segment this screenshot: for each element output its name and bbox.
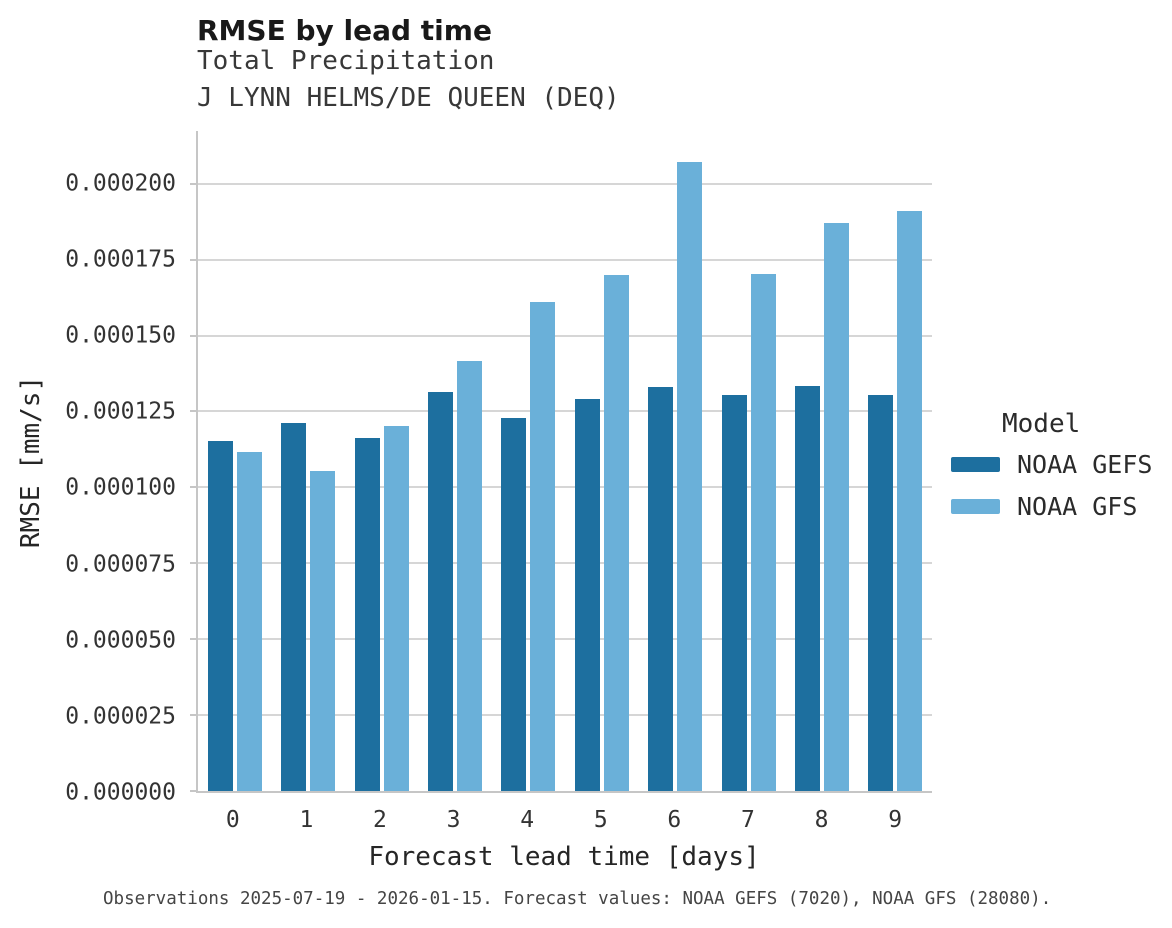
y-tick-label: 0.000000 (65, 779, 176, 806)
legend-item-noaa-gfs: NOAA GFS (951, 494, 1152, 519)
bar-noaa-gfs-day-7 (750, 273, 776, 791)
y-tick-label: 0.000150 (65, 322, 176, 349)
bar-group-day-4 (492, 131, 565, 791)
bar-noaa-gfs-day-4 (530, 301, 556, 791)
bar-noaa-gfs-day-2 (383, 425, 409, 791)
bar-group-day-3 (418, 131, 491, 791)
x-tick-label: 3 (446, 807, 461, 833)
bar-group-day-9 (859, 131, 932, 791)
y-tick-mark (190, 562, 196, 565)
bar-groups (198, 131, 932, 791)
legend-item-label: NOAA GEFS (1017, 449, 1153, 479)
x-tick-label: 9 (888, 807, 903, 833)
bar-noaa-gefs-day-2 (354, 437, 380, 791)
y-tick-mark (190, 638, 196, 641)
x-tick-label: 0 (225, 807, 240, 833)
legend-items: NOAA GEFS NOAA GFS (951, 452, 1152, 519)
x-axis-title: Forecast lead time [days] (368, 842, 760, 872)
y-tick-label: 0.000200 (65, 170, 176, 197)
y-tick-mark (190, 334, 196, 337)
gridline (198, 182, 932, 185)
bar-noaa-gfs-day-5 (603, 275, 629, 791)
y-tick-label: 0.000100 (65, 474, 176, 501)
bar-group-day-2 (345, 131, 418, 791)
y-tick-mark (190, 790, 196, 792)
bar-noaa-gfs-day-9 (897, 211, 923, 791)
bar-noaa-gefs-day-1 (281, 422, 307, 791)
bar-noaa-gfs-day-0 (236, 452, 262, 791)
bar-noaa-gefs-day-7 (721, 394, 747, 791)
bar-group-day-0 (198, 131, 271, 791)
legend-title: Model (1002, 409, 1081, 439)
bar-group-day-7 (712, 131, 785, 791)
y-tick-mark (190, 714, 196, 717)
bar-noaa-gfs-day-6 (677, 162, 703, 791)
x-tick-label: 1 (299, 807, 314, 833)
bar-noaa-gefs-day-3 (427, 391, 453, 791)
caption: Observations 2025-07-19 - 2026-01-15. Fo… (103, 889, 1052, 909)
y-tick-label: 0.000175 (65, 246, 176, 273)
x-tick-label: 5 (593, 807, 608, 833)
y-tick-label: 0.000125 (65, 398, 176, 425)
x-tick-label: 8 (814, 807, 829, 833)
bar-noaa-gfs-day-3 (456, 361, 482, 791)
gridlines (198, 131, 932, 791)
legend-item-noaa-gefs: NOAA GEFS (951, 452, 1152, 477)
legend: Model NOAA GEFS NOAA GFS (951, 410, 1152, 536)
chart-station-label: J LYNN HELMS/DE QUEEN (DEQ) (197, 83, 620, 113)
gridline (198, 486, 932, 489)
bar-group-day-1 (271, 131, 344, 791)
chart-title: RMSE by lead time (197, 14, 492, 47)
bar-group-day-8 (785, 131, 858, 791)
y-tick-mark (190, 486, 196, 489)
bar-noaa-gfs-day-1 (310, 470, 336, 791)
y-tick-mark (190, 410, 196, 413)
bar-group-day-6 (638, 131, 711, 791)
y-tick-mark (190, 182, 196, 185)
x-tick-label: 4 (520, 807, 535, 833)
bar-noaa-gefs-day-6 (648, 386, 674, 791)
x-tick-label: 6 (667, 807, 682, 833)
x-tick-label: 7 (741, 807, 755, 833)
bar-noaa-gefs-day-0 (207, 441, 233, 791)
gridline (198, 410, 932, 413)
bar-noaa-gefs-day-9 (868, 395, 894, 791)
legend-swatch-noaa-gfs (951, 498, 1000, 514)
bar-noaa-gefs-day-8 (794, 386, 820, 791)
y-tick-label: 0.000050 (65, 627, 176, 654)
y-tick-mark (190, 258, 196, 261)
plot-area (190, 131, 932, 793)
y-axis-ticks: 0.000000 0.000025 0.000050 0.000075 0.000100… (0, 131, 176, 804)
gridline (198, 258, 932, 261)
bar-noaa-gfs-day-8 (823, 222, 849, 791)
legend-swatch-noaa-gefs (951, 456, 1000, 472)
gridline (198, 714, 932, 717)
bar-group-day-5 (565, 131, 638, 791)
gridline (198, 334, 932, 337)
gridline (198, 638, 932, 641)
y-tick-label: 0.000075 (65, 551, 176, 578)
x-tick-label: 2 (373, 807, 387, 833)
legend-item-label: NOAA GFS (1017, 491, 1138, 521)
y-tick-label: 0.000025 (65, 703, 176, 730)
bar-noaa-gefs-day-4 (501, 417, 527, 791)
chart-subtitle: Total Precipitation (197, 46, 495, 76)
bar-noaa-gefs-day-5 (574, 398, 600, 791)
x-axis-ticks: 0 1 2 3 4 5 6 7 8 9 (196, 806, 932, 836)
gridline (198, 562, 932, 565)
